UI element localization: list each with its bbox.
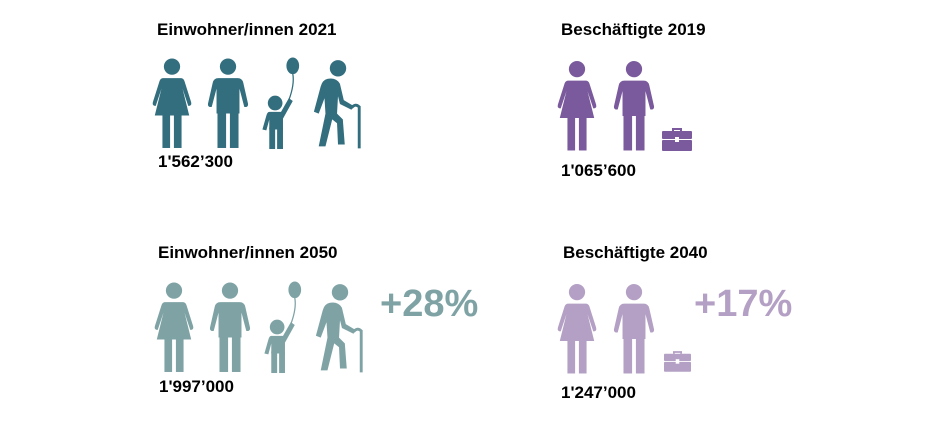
- panel-title-employed-2019: Beschäftigte 2019: [561, 20, 706, 39]
- employed-2040-value: 1'247’000: [561, 383, 636, 402]
- man-icon: [612, 60, 656, 152]
- employment-change-percent: +17%: [694, 283, 793, 325]
- population-2050-value: 1'997’000: [159, 377, 234, 396]
- child-with-balloon-icon: [264, 281, 304, 374]
- man-icon: [612, 283, 656, 375]
- briefcase-icon: [664, 350, 691, 372]
- woman-icon: [555, 60, 599, 152]
- elderly-person-with-cane-icon: [311, 57, 365, 150]
- panel-title-population-2021: Einwohner/innen 2021: [157, 20, 337, 39]
- employed-2019-value: 1'065’600: [561, 161, 636, 180]
- panel-title-population-2050: Einwohner/innen 2050: [158, 243, 338, 262]
- man-icon: [208, 281, 252, 374]
- panel-title-employed-2040: Beschäftigte 2040: [563, 243, 708, 262]
- elderly-person-with-cane-icon: [313, 281, 367, 374]
- briefcase-icon: [662, 127, 692, 151]
- population-2021-value: 1'562’300: [158, 152, 233, 171]
- woman-icon: [555, 283, 599, 375]
- population-change-percent: +28%: [380, 283, 479, 325]
- woman-icon: [150, 57, 194, 150]
- man-icon: [206, 57, 250, 150]
- woman-icon: [152, 281, 196, 374]
- child-with-balloon-icon: [262, 57, 302, 150]
